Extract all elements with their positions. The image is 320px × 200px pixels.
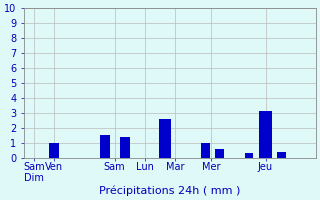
- Bar: [277, 152, 286, 158]
- X-axis label: Précipitations 24h ( mm ): Précipitations 24h ( mm ): [99, 185, 241, 196]
- Bar: [49, 143, 59, 158]
- Bar: [215, 149, 224, 158]
- Bar: [201, 143, 210, 158]
- Bar: [260, 111, 272, 158]
- Bar: [120, 137, 130, 158]
- Bar: [159, 119, 171, 158]
- Bar: [245, 153, 253, 158]
- Bar: [100, 135, 109, 158]
